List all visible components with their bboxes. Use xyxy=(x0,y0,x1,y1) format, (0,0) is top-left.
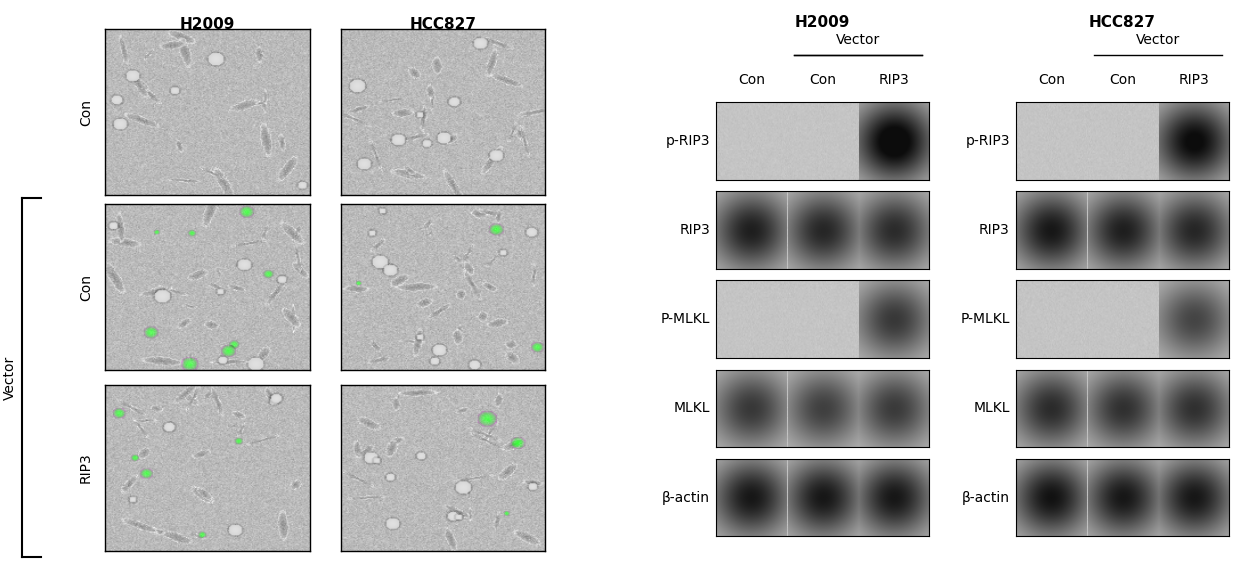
Text: Con: Con xyxy=(79,273,93,301)
Text: Vector: Vector xyxy=(2,356,17,399)
Text: p-RIP3: p-RIP3 xyxy=(965,134,1010,148)
Text: Vector: Vector xyxy=(1136,33,1181,47)
Text: RIP3: RIP3 xyxy=(679,223,710,237)
Text: RIP3: RIP3 xyxy=(1178,73,1209,87)
Text: β-actin: β-actin xyxy=(961,490,1010,505)
Text: p-RIP3: p-RIP3 xyxy=(665,134,710,148)
Text: HCC827: HCC827 xyxy=(409,17,477,33)
Text: Con: Con xyxy=(1038,73,1066,87)
Text: Con: Con xyxy=(79,99,93,126)
Text: MLKL: MLKL xyxy=(674,401,710,416)
Text: β-actin: β-actin xyxy=(662,490,710,505)
Text: Con: Con xyxy=(809,73,836,87)
Text: Con: Con xyxy=(1109,73,1136,87)
Text: Con: Con xyxy=(738,73,766,87)
Text: P-MLKL: P-MLKL xyxy=(660,312,710,326)
Text: Vector: Vector xyxy=(836,33,881,47)
Text: RIP3: RIP3 xyxy=(79,452,93,483)
Text: HCC827: HCC827 xyxy=(1089,15,1156,30)
Text: P-MLKL: P-MLKL xyxy=(960,312,1010,326)
Text: MLKL: MLKL xyxy=(974,401,1010,416)
Text: RIP3: RIP3 xyxy=(979,223,1010,237)
Text: RIP3: RIP3 xyxy=(878,73,909,87)
Text: H2009: H2009 xyxy=(795,15,850,30)
Text: H2009: H2009 xyxy=(180,17,235,33)
